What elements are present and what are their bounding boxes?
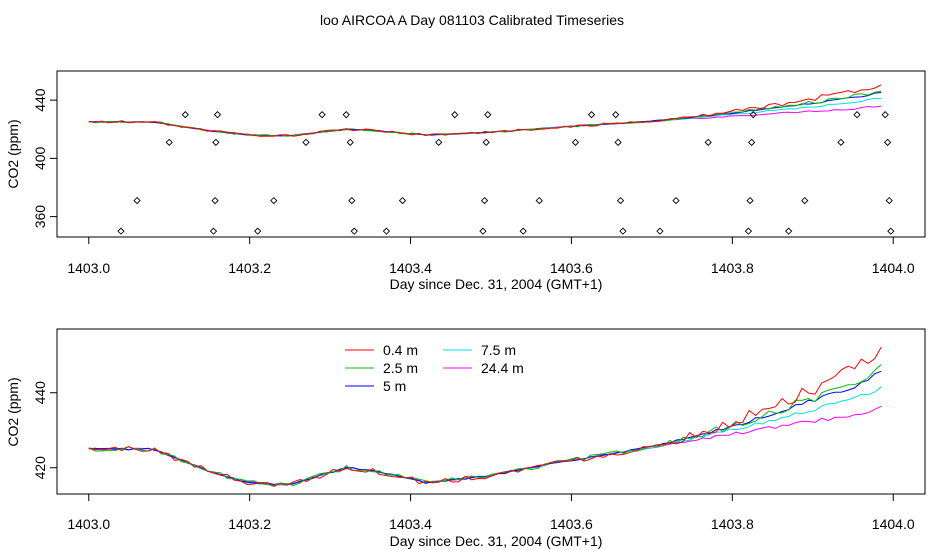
data-point (482, 138, 490, 146)
y-axis-label: CO2 (ppm) (5, 119, 21, 188)
data-point (801, 196, 809, 205)
x-tick-label: 1403.4 (389, 260, 432, 276)
legend-label: 24.4 m (481, 360, 524, 376)
data-point (435, 138, 443, 146)
legend-label: 0.4 m (383, 342, 418, 358)
data-point (748, 138, 756, 146)
x-tick-label: 1403.6 (550, 516, 593, 532)
x-tick-label: 1403.0 (67, 516, 110, 532)
data-point (887, 227, 895, 235)
chart-panel-2: 1403.0 1403.2 1403.4 1403.6 1403.8 1404.0 420 4… (5, 328, 926, 549)
x-tick-label: 1403.8 (711, 516, 754, 532)
data-point (853, 111, 861, 119)
data-point (616, 196, 625, 205)
x-axis-label: Day since Dec. 31, 2004 (GMT+1) (390, 533, 603, 549)
data-point (746, 196, 754, 205)
data-point (213, 111, 222, 119)
y-tick-label: 360 (32, 205, 48, 229)
legend-label: 7.5 m (481, 342, 516, 358)
chart-title: loo AIRCOA A Day 081103 Calibrated Times… (320, 12, 624, 28)
data-point (254, 227, 262, 235)
data-point (785, 227, 793, 235)
data-point (211, 196, 219, 205)
legend-label: 5 m (383, 378, 406, 394)
data-point (749, 111, 757, 119)
plot-frame (56, 70, 926, 238)
data-point (117, 227, 125, 235)
x-tick-label: 1403.2 (228, 516, 271, 532)
data-point (656, 227, 664, 235)
data-point (619, 227, 627, 235)
data-point (480, 196, 489, 205)
data-point (883, 138, 892, 146)
data-point (318, 111, 326, 119)
series-line-25m (88, 364, 882, 487)
data-point (587, 111, 596, 119)
plot-frame (56, 328, 926, 495)
data-point (535, 196, 543, 205)
data-point (348, 196, 356, 205)
chart-legend: 0.4 m 2.5 m 5 m 7.5 m 24.4 m (345, 342, 524, 394)
data-point (181, 111, 189, 119)
data-point (744, 227, 753, 235)
x-tick-label: 1403.4 (389, 516, 432, 532)
data-point (571, 138, 580, 146)
data-point (885, 196, 893, 205)
data-point (612, 111, 620, 119)
data-point (270, 196, 278, 205)
series-line-25m (88, 90, 882, 137)
data-point (881, 111, 889, 119)
x-axis-label: Day since Dec. 31, 2004 (GMT+1) (390, 276, 603, 292)
x-tick-label: 1403.6 (550, 260, 593, 276)
data-point (479, 227, 487, 235)
x-tick-label: 1403.2 (228, 260, 271, 276)
data-point (837, 138, 845, 146)
x-tick-label: 1404.0 (872, 516, 915, 532)
y-axis-label: CO2 (ppm) (5, 377, 21, 446)
y-tick-label: 420 (32, 456, 48, 480)
data-point (165, 138, 173, 146)
data-point (382, 227, 391, 235)
data-point (342, 111, 350, 119)
y-tick-label: 440 (32, 88, 48, 112)
data-point (133, 196, 141, 205)
x-tick-label: 1403.0 (67, 260, 110, 276)
x-tick-label: 1404.0 (872, 260, 915, 276)
x-tick-label: 1403.8 (711, 260, 754, 276)
data-point (302, 138, 310, 146)
data-point (346, 138, 354, 146)
data-point (212, 138, 220, 146)
data-point (704, 138, 712, 146)
data-point (451, 111, 459, 119)
data-point (350, 227, 358, 235)
data-point (484, 111, 492, 119)
series-line-04m (88, 346, 882, 487)
series-line-04m (88, 84, 882, 137)
y-tick-label: 440 (32, 381, 48, 405)
data-point (398, 196, 407, 205)
data-point (672, 196, 680, 205)
legend-label: 2.5 m (383, 360, 418, 376)
data-point (519, 227, 527, 235)
data-point (614, 138, 622, 146)
chart-panel-1: 1403.0 1403.2 1403.4 1403.6 1403.8 1404.0 360 4… (5, 70, 926, 292)
y-tick-label: 400 (32, 146, 48, 170)
series-line-75m (88, 386, 882, 486)
data-point (209, 227, 218, 235)
